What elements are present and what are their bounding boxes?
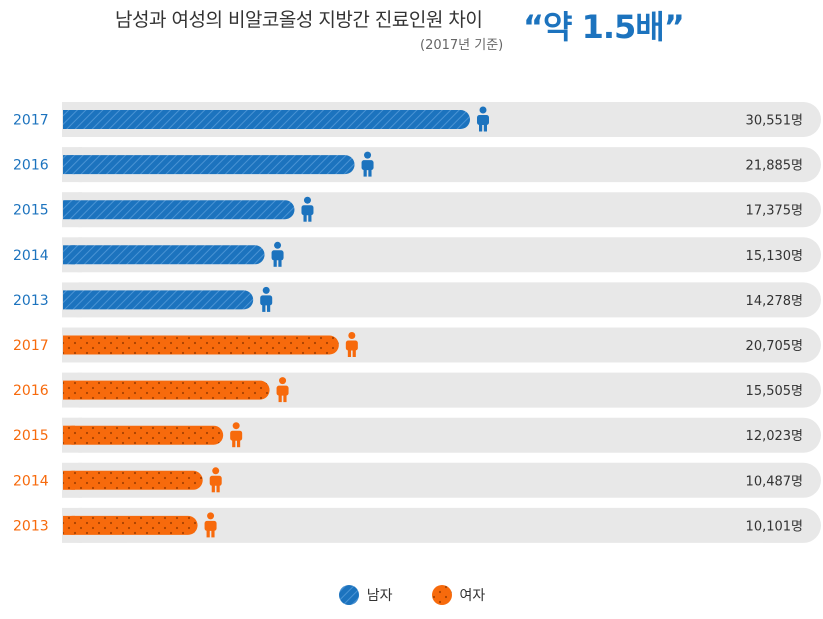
person-female-icon <box>209 467 222 493</box>
value-label: 21,885명 <box>746 159 803 174</box>
legend-male-swatch-icon <box>338 585 359 605</box>
bar-track <box>62 417 821 453</box>
bar-male-2016 <box>63 155 355 175</box>
row-male-2015: 2015 17,375명 <box>13 192 821 228</box>
bar-female-2015 <box>63 425 224 445</box>
row-female-2016: 2016 15,505명 <box>13 372 821 408</box>
bar-male-2015 <box>63 200 295 220</box>
bar-chart: 2017 30,551명 2016 21,885명 2015 17,375명 2014 15,… <box>13 102 821 543</box>
legend: 남자 여자 <box>0 584 823 606</box>
bar-left-edge <box>63 515 75 535</box>
row-male-2014: 2014 15,130명 <box>13 237 821 273</box>
bar-male-2013 <box>63 290 254 310</box>
value-label: 10,101명 <box>746 519 803 534</box>
person-male-icon <box>477 106 489 132</box>
bar-left-edge <box>63 425 75 445</box>
year-label: 2013 <box>13 518 49 534</box>
bar-male-2017 <box>63 110 470 129</box>
year-label: 2014 <box>13 248 49 264</box>
year-label: 2017 <box>13 113 49 129</box>
person-male-icon <box>271 241 284 267</box>
year-label: 2017 <box>13 338 49 354</box>
bar-left-edge <box>63 290 75 310</box>
year-label: 2013 <box>13 293 49 309</box>
bar-left-edge <box>63 200 75 220</box>
year-label: 2015 <box>13 428 49 444</box>
row-female-2014: 2014 10,487명 <box>13 462 821 498</box>
value-label: 15,505명 <box>746 384 803 399</box>
year-label: 2014 <box>13 473 49 489</box>
person-female-icon <box>276 377 289 403</box>
person-female-icon <box>204 512 217 538</box>
bar-left-edge <box>63 335 75 355</box>
year-label: 2016 <box>13 383 49 399</box>
value-label: 30,551명 <box>746 114 803 129</box>
highlight-ratio: “약 1.5배” <box>523 8 685 46</box>
bar-track <box>62 507 821 543</box>
bar-female-2014 <box>63 470 203 490</box>
legend-male-label: 남자 <box>366 588 393 604</box>
person-female-icon <box>345 332 358 357</box>
person-male-icon <box>301 196 314 222</box>
bar-track <box>62 282 821 318</box>
bar-male-2014 <box>63 245 265 265</box>
year-label: 2015 <box>13 203 49 219</box>
person-female-icon <box>230 422 243 448</box>
person-male-icon <box>260 286 273 312</box>
legend-female-label: 여자 <box>459 588 486 604</box>
legend-female-swatch-icon <box>431 585 452 605</box>
person-male-icon <box>361 151 374 177</box>
legend-item-male: 남자 <box>338 584 393 606</box>
bar-left-edge <box>63 110 75 129</box>
bar-female-2013 <box>63 515 198 535</box>
value-label: 15,130명 <box>746 249 803 264</box>
bar-left-edge <box>63 470 75 490</box>
chart-subtitle: (2017년 기준) <box>420 38 504 53</box>
row-male-2016: 2016 21,885명 <box>13 147 821 183</box>
bar-track <box>62 462 821 498</box>
value-label: 10,487명 <box>746 474 803 489</box>
bar-left-edge <box>63 380 75 400</box>
bar-female-2016 <box>63 380 270 400</box>
row-female-2013: 2013 10,101명 <box>13 507 821 543</box>
bar-female-2017 <box>63 335 339 355</box>
value-label: 12,023명 <box>746 429 803 444</box>
row-female-2017: 2017 20,705명 <box>13 327 821 363</box>
row-male-2013: 2013 14,278명 <box>13 282 821 318</box>
chart-title: 남성과 여성의 비알코올성 지방간 진료인원 차이 <box>115 9 483 31</box>
value-label: 14,278명 <box>746 294 803 309</box>
legend-item-female: 여자 <box>431 584 486 606</box>
row-male-2017: 2017 30,551명 <box>13 102 821 137</box>
bar-left-edge <box>63 245 75 265</box>
value-label: 20,705명 <box>746 339 803 354</box>
bar-left-edge <box>63 155 75 175</box>
value-label: 17,375명 <box>746 204 803 219</box>
row-female-2015: 2015 12,023명 <box>13 417 821 453</box>
year-label: 2016 <box>13 158 49 174</box>
